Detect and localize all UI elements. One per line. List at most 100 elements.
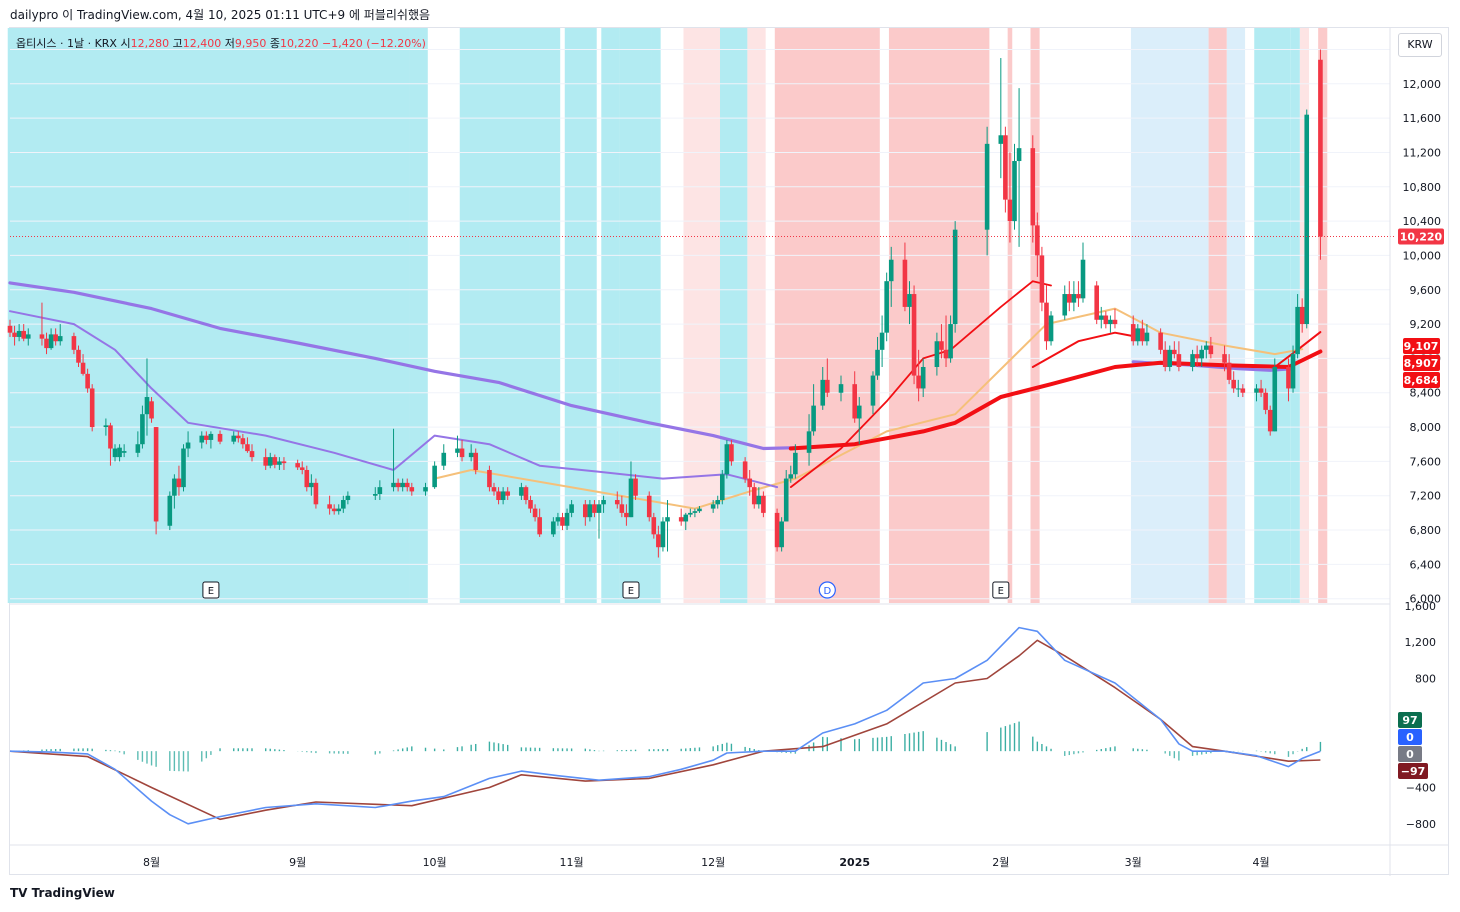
candle-body: [16, 330, 22, 337]
price-tick-label: 6,800: [1410, 524, 1442, 537]
candle-body: [870, 375, 876, 406]
candle-body: [1067, 294, 1072, 303]
background-zone: [683, 28, 721, 603]
candle-body: [108, 425, 113, 449]
candle-body: [710, 504, 716, 509]
candle-body: [496, 491, 501, 501]
candle-body: [916, 375, 921, 389]
candle-body: [683, 514, 689, 522]
candle-body: [144, 397, 150, 415]
background-zone: [619, 28, 652, 603]
candle-body: [587, 504, 593, 518]
candle-body: [459, 448, 465, 458]
candle-body: [583, 504, 588, 518]
background-zone: [1030, 28, 1040, 603]
candle-body: [592, 504, 597, 513]
candle-body: [53, 334, 58, 342]
ma-value-label: 9,107: [1404, 340, 1439, 353]
macd-tick-label: 1,600: [1405, 600, 1437, 613]
candle-body: [117, 447, 122, 458]
candle-body: [952, 229, 958, 325]
price-tick-label: 6,000: [1410, 593, 1442, 606]
candle-body: [395, 482, 401, 488]
macd-tick-label: 800: [1415, 672, 1436, 685]
candle-body: [911, 294, 917, 376]
candle-body: [140, 414, 145, 445]
candles: [7, 49, 1323, 558]
macd-tick-label: −400: [1406, 781, 1436, 794]
candle-body: [341, 500, 346, 509]
price-tick-label: 10,000: [1403, 249, 1442, 262]
candle-body: [1240, 388, 1246, 393]
candle-body: [217, 433, 223, 442]
candle-body: [806, 431, 812, 453]
candle-body: [1007, 199, 1013, 222]
candle-body: [1062, 294, 1068, 316]
background-zone: [651, 28, 661, 603]
candle-body: [532, 508, 538, 518]
candle-body: [569, 504, 574, 513]
price-tick-label: 7,600: [1410, 455, 1442, 468]
time-tick-label: 8월: [143, 856, 160, 869]
candle-body: [44, 338, 49, 349]
ma-value-badge: [1403, 355, 1440, 371]
candle-body: [875, 349, 880, 376]
candle-body: [560, 517, 565, 526]
time-axis: 8월 9월 10월 11월 12월 2025 2월 3월 4월: [10, 844, 1448, 869]
candle-body: [89, 388, 95, 428]
time-tick-label: 2025: [839, 856, 870, 869]
candle-body: [400, 482, 405, 488]
candle-body: [39, 334, 45, 339]
candle-body: [1144, 332, 1150, 342]
open-value: 12,280: [130, 37, 170, 50]
candle-body: [528, 500, 533, 509]
candle-body: [1112, 319, 1118, 325]
candle-body: [779, 521, 784, 548]
earnings-marker: [622, 581, 640, 599]
tradingview-brand[interactable]: 𝗧𝗩 TradingView: [10, 886, 115, 900]
macd-tick-label: 1,200: [1405, 636, 1437, 649]
candle-body: [309, 482, 314, 488]
macd-line: [9, 626, 1321, 825]
time-tick-label: 12월: [701, 856, 725, 869]
candle-body: [231, 435, 237, 442]
candle-body: [788, 474, 794, 479]
candle-body: [783, 478, 789, 522]
candle-body: [167, 495, 173, 526]
macd-value-badge: [1398, 746, 1422, 762]
candle-body: [1048, 315, 1054, 342]
candle-body: [1263, 392, 1268, 410]
earnings-marker: [992, 581, 1010, 599]
candle-body: [85, 373, 90, 389]
price-tick-label: 11,600: [1403, 112, 1442, 125]
time-tick-label: 3월: [1125, 856, 1142, 869]
candle-body: [820, 379, 826, 406]
candle-body: [149, 401, 154, 419]
candle-body: [172, 478, 177, 496]
candle-body: [601, 500, 606, 505]
candle-body: [1162, 349, 1168, 367]
currency-button[interactable]: KRW: [1398, 33, 1442, 57]
candle-body: [920, 366, 926, 389]
candle-body: [715, 500, 721, 505]
candle-body: [112, 448, 118, 458]
candle-body: [1199, 349, 1205, 359]
candle-body: [1258, 388, 1264, 393]
candle-body: [1226, 362, 1232, 380]
brand-label: TradingView: [31, 886, 115, 900]
candle-body: [697, 508, 702, 512]
background-zone: [720, 28, 748, 603]
candle-body: [724, 444, 730, 475]
candle-body: [345, 495, 351, 501]
candle-body: [1071, 294, 1077, 303]
candle-body: [263, 457, 268, 466]
high-value: 12,400: [182, 37, 222, 50]
candle-body: [651, 517, 657, 535]
moving-average-line: [8, 281, 797, 451]
candle-body: [1035, 225, 1040, 256]
tradingview-logo-icon: 𝗧𝗩: [10, 886, 28, 900]
candle-body: [272, 457, 278, 465]
candle-body: [1231, 379, 1236, 389]
